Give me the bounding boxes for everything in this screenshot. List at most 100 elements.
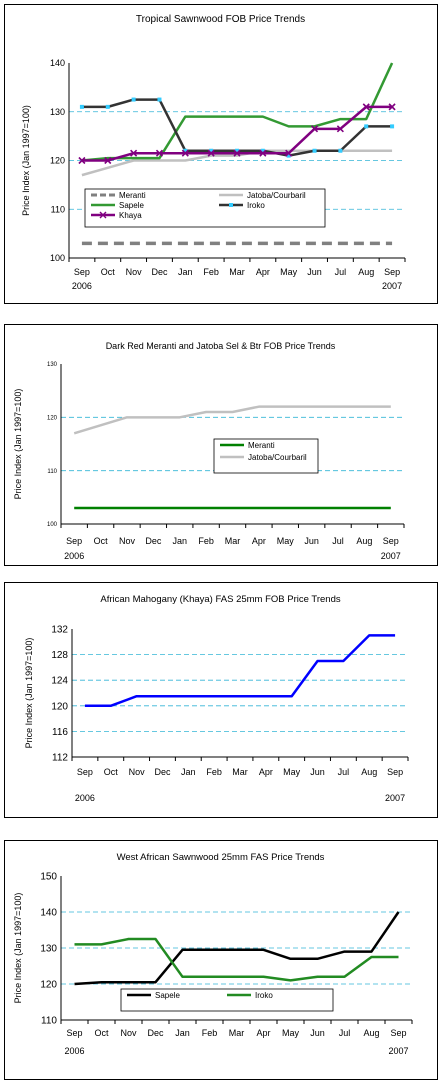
data-point xyxy=(233,149,241,157)
data-point xyxy=(312,148,317,153)
x-tick-label: Jan xyxy=(175,1028,190,1038)
chart-panel-dark-red-meranti: Dark Red Meranti and Jatoba Sel & Btr FO… xyxy=(4,324,438,566)
x-tick-label: Oct xyxy=(94,1028,109,1038)
y-tick-label: 120 xyxy=(50,156,65,166)
y-tick-label: 100 xyxy=(47,522,58,528)
y-tick-label: 140 xyxy=(50,58,65,68)
x-tick-label: Nov xyxy=(126,267,143,277)
legend-box xyxy=(120,988,334,1012)
data-point xyxy=(310,125,319,133)
x-tick-label: May xyxy=(280,267,298,277)
y-tick-label: 130 xyxy=(50,107,65,117)
year-label: 2007 xyxy=(385,793,405,803)
y-tick-label: 132 xyxy=(51,625,68,636)
y-tick-label: 112 xyxy=(52,753,68,764)
data-point xyxy=(388,103,396,111)
data-point xyxy=(130,149,138,157)
chart-panel-west-african: West African Sawnwood 25mm FAS Price Tre… xyxy=(4,840,438,1080)
legend-label: Iroko xyxy=(247,201,265,210)
x-tick-label: Apr xyxy=(259,767,273,777)
y-tick-label: 130 xyxy=(40,944,57,955)
data-point xyxy=(131,97,136,102)
x-tick-label: Nov xyxy=(119,536,136,546)
series-line-iroko xyxy=(74,937,399,982)
legend-box xyxy=(213,438,319,474)
data-point xyxy=(78,156,86,165)
data-point xyxy=(338,148,343,153)
year-label: 2006 xyxy=(72,281,92,291)
year-label: 2007 xyxy=(382,281,402,291)
year-label: 2006 xyxy=(64,551,84,561)
x-tick-label: May xyxy=(282,1028,300,1038)
data-point xyxy=(155,149,164,157)
x-tick-label: Jun xyxy=(310,1028,325,1038)
y-tick-label: 110 xyxy=(51,204,65,214)
x-tick-label: Dec xyxy=(147,1028,164,1038)
data-point xyxy=(183,148,188,153)
x-tick-label: Apr xyxy=(256,1028,270,1038)
x-tick-label: Feb xyxy=(198,536,214,546)
x-tick-label: Jun xyxy=(307,267,322,277)
x-tick-label: Mar xyxy=(225,536,241,546)
x-tick-label: Jul xyxy=(339,1028,351,1038)
x-tick-label: Aug xyxy=(358,267,374,277)
legend-label: Sapele xyxy=(155,991,180,1000)
x-tick-label: Aug xyxy=(356,536,372,546)
series-line-iroko xyxy=(81,98,393,157)
x-tick-label: Sep xyxy=(390,1028,406,1038)
chart-title: Dark Red Meranti and Jatoba Sel & Btr FO… xyxy=(106,341,336,351)
chart-panel-tropical-sawnwood: Tropical Sawnwood FOB Price Trends Price … xyxy=(4,4,438,304)
x-tick-label: Jul xyxy=(332,536,344,546)
legend-label: Jatoba/Courbaril xyxy=(248,453,307,462)
x-tick-label: Oct xyxy=(104,767,119,777)
legend-marker xyxy=(99,211,107,219)
data-point xyxy=(286,153,291,158)
legend-label: Meranti xyxy=(248,441,275,450)
y-tick-label: 110 xyxy=(41,1016,57,1027)
y-tick-label: 128 xyxy=(51,650,68,661)
x-tick-label: Nov xyxy=(120,1028,137,1038)
chart-tropical-sawnwood: Tropical Sawnwood FOB Price Trends Price … xyxy=(21,14,406,291)
legend-label: Jatoba/Courbaril xyxy=(247,191,306,200)
series-line-jatoba-courbaril xyxy=(73,405,391,435)
legend-label: Iroko xyxy=(255,991,273,1000)
y-axis-label: Price Index (Jan 1997=100) xyxy=(13,389,23,500)
data-point xyxy=(336,125,344,133)
series-line-sapele xyxy=(81,62,394,162)
y-tick-label: 100 xyxy=(50,253,65,263)
year-label: 2006 xyxy=(64,1046,84,1056)
data-point xyxy=(207,149,215,157)
data-point xyxy=(390,124,395,129)
legend-label: Khaya xyxy=(119,211,142,220)
x-tick-label: Jan xyxy=(181,767,196,777)
year-label: 2007 xyxy=(381,551,401,561)
legend-label: Meranti xyxy=(119,191,146,200)
x-tick-label: Oct xyxy=(101,267,116,277)
x-tick-label: May xyxy=(283,767,301,777)
x-tick-label: Mar xyxy=(229,1028,245,1038)
data-point xyxy=(235,148,239,153)
x-tick-label: Jul xyxy=(338,767,350,777)
y-axis-label: Price Index (Jan 1997=100) xyxy=(21,105,31,216)
y-tick-label: 120 xyxy=(40,980,57,991)
data-point xyxy=(285,149,293,157)
chart-west-african-sawnwood: West African Sawnwood 25mm FAS Price Tre… xyxy=(13,852,413,1056)
data-point xyxy=(260,148,265,153)
x-tick-label: May xyxy=(277,536,295,546)
x-tick-label: Aug xyxy=(361,767,377,777)
chart-title: West African Sawnwood 25mm FAS Price Tre… xyxy=(117,852,325,863)
x-tick-label: Sep xyxy=(74,267,90,277)
x-tick-label: Jan xyxy=(178,267,193,277)
y-tick-label: 110 xyxy=(47,469,57,475)
x-tick-label: Feb xyxy=(203,267,219,277)
legend-label: Sapele xyxy=(119,201,144,210)
chart-african-mahogany: African Mahogany (Khaya) FAS 25mm FOB Pr… xyxy=(24,594,409,803)
x-tick-label: Dec xyxy=(151,267,168,277)
x-tick-label: Jan xyxy=(172,536,187,546)
x-tick-label: Dec xyxy=(145,536,162,546)
data-point xyxy=(259,149,267,157)
data-point xyxy=(362,103,370,111)
y-tick-label: 120 xyxy=(51,701,68,712)
data-point xyxy=(104,156,112,165)
x-tick-label: Jun xyxy=(304,536,319,546)
